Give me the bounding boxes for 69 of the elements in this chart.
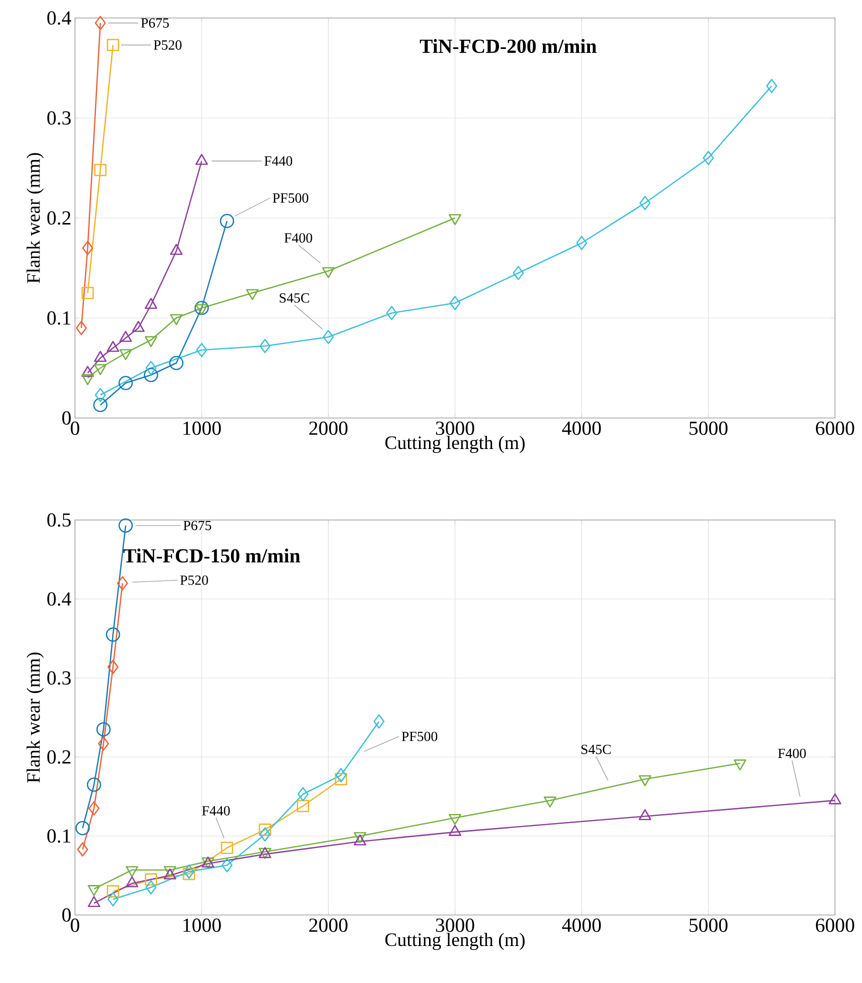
x-axis-title: Cutting length (m) bbox=[385, 932, 525, 950]
x-tick-label: 3000 bbox=[436, 422, 474, 435]
point bbox=[221, 858, 233, 872]
point bbox=[448, 814, 462, 825]
y-tick-label: 0.3 bbox=[47, 671, 71, 685]
point bbox=[182, 868, 196, 880]
x-tick-label: 5000 bbox=[690, 918, 728, 932]
series-label: F400 bbox=[284, 233, 312, 243]
point bbox=[75, 820, 90, 836]
point bbox=[183, 864, 195, 879]
point bbox=[98, 736, 110, 751]
x-tick-label: 4000 bbox=[562, 422, 601, 435]
text: P675 bbox=[141, 18, 169, 28]
y-tick-label: 0.1 bbox=[47, 829, 70, 843]
point bbox=[145, 880, 157, 895]
point bbox=[86, 778, 102, 792]
point bbox=[220, 842, 234, 854]
point bbox=[297, 786, 309, 802]
text: P520 bbox=[154, 40, 182, 50]
x-tick-label: 6000 bbox=[816, 422, 854, 435]
x-tick-label: 4000 bbox=[562, 918, 601, 932]
text: TiN-FCD-200 m/min bbox=[420, 38, 597, 54]
point bbox=[106, 885, 120, 898]
point bbox=[88, 896, 100, 908]
text: TiN-FCD-150 m/min bbox=[123, 548, 300, 563]
y-tick-label: 0.2 bbox=[47, 750, 70, 764]
point bbox=[334, 772, 348, 786]
point bbox=[77, 842, 88, 857]
series-label: PF500 bbox=[402, 732, 438, 742]
y-tick-label: 0.5 bbox=[47, 513, 71, 527]
point bbox=[107, 892, 119, 906]
point bbox=[259, 827, 271, 842]
point bbox=[144, 873, 158, 886]
text: F440 bbox=[264, 156, 292, 166]
x-tick-label: 1000 bbox=[183, 422, 221, 435]
x-tick-label: 3000 bbox=[436, 918, 474, 932]
text: F400 bbox=[778, 748, 806, 758]
y-tick-label: 0.3 bbox=[47, 111, 71, 125]
y-tick-label: 0.1 bbox=[47, 311, 70, 325]
x-axis-title: Cutting length (m) bbox=[385, 436, 525, 454]
point bbox=[88, 801, 100, 816]
series-label: F440 bbox=[202, 806, 230, 816]
y-axis-title: Flank wear (mm) bbox=[26, 153, 44, 284]
point bbox=[96, 722, 111, 737]
text: P520 bbox=[180, 575, 208, 585]
x-tick-label: 2000 bbox=[309, 918, 348, 932]
y-tick-label: 0.2 bbox=[47, 211, 70, 225]
text: S45C bbox=[280, 293, 310, 303]
point bbox=[296, 800, 310, 812]
point bbox=[734, 759, 746, 770]
point bbox=[373, 714, 385, 729]
point bbox=[118, 518, 133, 533]
point bbox=[335, 768, 347, 782]
text: P675 bbox=[183, 520, 212, 530]
y-tick-label: 0 bbox=[62, 908, 71, 922]
y-axis-title: Flank wear (mm) bbox=[26, 652, 44, 783]
point bbox=[258, 824, 272, 836]
point bbox=[107, 660, 119, 674]
y-tick-label: 0.4 bbox=[47, 592, 72, 606]
x-tick-label: 2000 bbox=[309, 422, 348, 435]
y-tick-label: 0.4 bbox=[47, 11, 72, 25]
x-tick-label: 1000 bbox=[183, 918, 221, 932]
point bbox=[106, 627, 120, 642]
x-tick-label: 5000 bbox=[690, 422, 728, 435]
text: S45C bbox=[581, 744, 611, 754]
point bbox=[116, 576, 128, 590]
y-tick-label: 0 bbox=[62, 411, 71, 425]
text: PF500 bbox=[272, 193, 308, 203]
x-tick-label: 6000 bbox=[816, 918, 854, 932]
